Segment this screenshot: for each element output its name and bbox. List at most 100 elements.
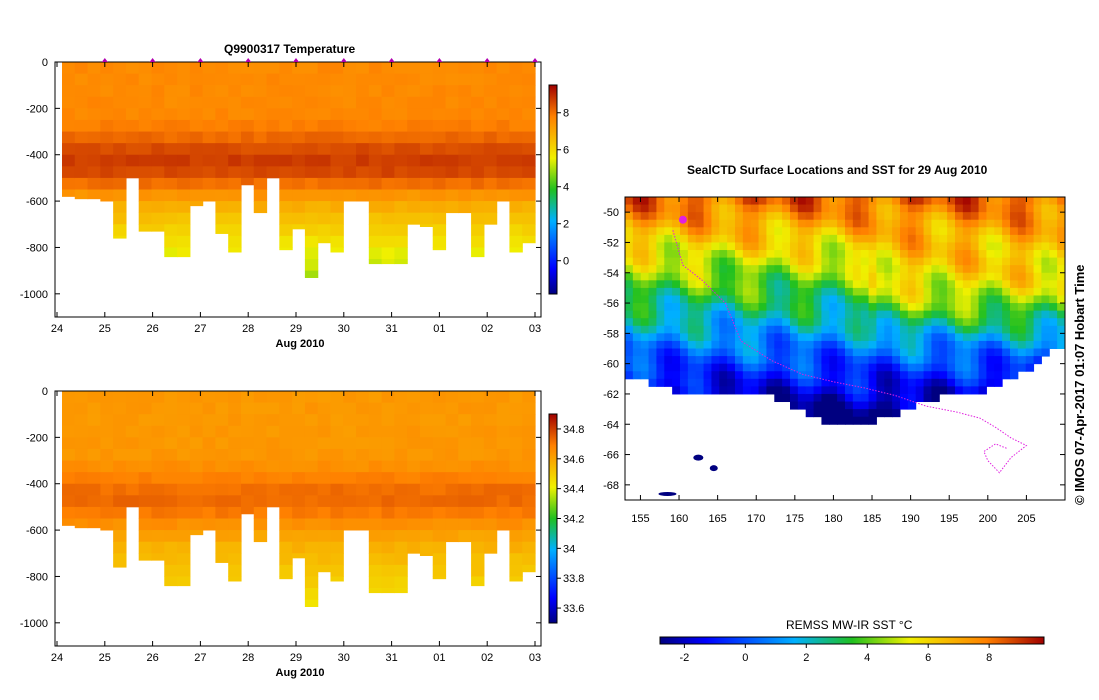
section-cell <box>343 177 357 190</box>
sst-cell <box>1010 257 1019 266</box>
sst-cell <box>931 393 940 403</box>
sst-cell <box>632 257 642 266</box>
sst-cell <box>947 318 956 327</box>
sst-cell <box>923 371 932 380</box>
sst-cell <box>955 219 964 228</box>
section-cell <box>471 472 485 485</box>
sst-cell <box>664 287 673 296</box>
sst-cell <box>758 295 767 304</box>
sst-cell <box>790 219 799 228</box>
section-cell <box>471 541 485 554</box>
section-cell <box>215 96 229 109</box>
sst-cell <box>884 348 893 357</box>
sst-cell <box>900 295 909 304</box>
sst-cell <box>672 303 681 312</box>
section-cell <box>343 131 357 144</box>
sst-cell <box>1049 310 1058 319</box>
sst-cell <box>695 257 705 266</box>
sst-cell <box>742 242 752 251</box>
section-cell <box>432 576 447 580</box>
section-cell <box>74 391 89 403</box>
section-cell <box>445 472 459 485</box>
section-cell <box>177 437 191 450</box>
sst-cell <box>790 310 799 319</box>
section-cell <box>125 119 140 132</box>
sst-cell <box>727 333 736 342</box>
sst-cell <box>931 257 940 266</box>
section-cell <box>240 108 255 121</box>
sst-cell <box>1010 219 1019 228</box>
sst-cell <box>852 393 862 403</box>
sst-cell <box>931 371 940 380</box>
sst-cell <box>962 287 972 296</box>
sst-cell <box>845 272 854 281</box>
sst-cell <box>648 333 657 342</box>
sst-cell <box>1033 348 1042 357</box>
section-cell <box>164 414 178 427</box>
section-cell <box>356 73 370 86</box>
section-cell <box>496 402 511 415</box>
section-cell <box>189 495 204 508</box>
sst-cell <box>735 250 744 259</box>
sst-cell <box>970 325 980 334</box>
section-cell <box>228 402 242 415</box>
sst-cell <box>797 204 807 213</box>
sst-cell <box>742 265 752 274</box>
sst-cell <box>860 356 870 365</box>
sst-cell <box>1041 250 1050 259</box>
section-cell <box>445 414 459 427</box>
section-cell <box>74 119 89 132</box>
sst-cell <box>687 227 697 236</box>
section-cell <box>407 391 421 403</box>
sst-cell <box>664 250 673 259</box>
section-cell <box>304 235 319 248</box>
section-cell <box>381 247 395 260</box>
sst-cell <box>986 204 995 213</box>
sst-cell <box>970 386 980 395</box>
sst-cell <box>1010 348 1019 357</box>
sst-cell <box>672 272 681 281</box>
sst-cell <box>813 356 822 365</box>
sst-cell <box>1033 310 1042 319</box>
section-cell <box>151 85 165 98</box>
section-cell <box>113 166 127 179</box>
section-cell <box>177 530 191 543</box>
section-cell <box>253 131 268 144</box>
sst-cell <box>735 295 744 304</box>
section-cell <box>164 506 178 519</box>
sst-cell <box>978 250 987 259</box>
section-cell <box>292 189 306 202</box>
sst-cell <box>907 310 917 319</box>
sst-cell <box>860 197 870 206</box>
sst-cell <box>986 287 995 296</box>
sst-cell <box>994 250 1003 259</box>
section-cell <box>483 518 498 531</box>
sst-cell <box>970 280 980 289</box>
sst-cell <box>986 219 995 228</box>
section-cell <box>471 73 485 86</box>
y-tick-label: -800 <box>26 571 48 583</box>
sst-cell <box>766 257 775 266</box>
sst-cell <box>1017 356 1027 365</box>
section-cell <box>496 518 511 531</box>
sst-cell <box>632 204 642 213</box>
sst-cell <box>837 287 846 296</box>
sst-cell <box>680 234 689 243</box>
section-cell <box>304 154 319 167</box>
sst-cell <box>829 287 838 296</box>
section-cell <box>189 518 204 531</box>
sst-cell <box>632 363 642 372</box>
sst-cell <box>931 272 940 281</box>
section-cell <box>87 119 101 132</box>
sst-cell <box>703 340 712 349</box>
section-cell <box>356 460 370 473</box>
section-cell <box>471 460 485 473</box>
section-cell <box>228 235 242 248</box>
sst-cell <box>931 295 940 304</box>
section-cell <box>419 425 434 438</box>
sst-cell <box>711 340 720 349</box>
section-cell <box>343 119 357 132</box>
section-cell <box>228 154 242 167</box>
sst-cell <box>766 363 775 372</box>
section-cell <box>253 437 268 450</box>
